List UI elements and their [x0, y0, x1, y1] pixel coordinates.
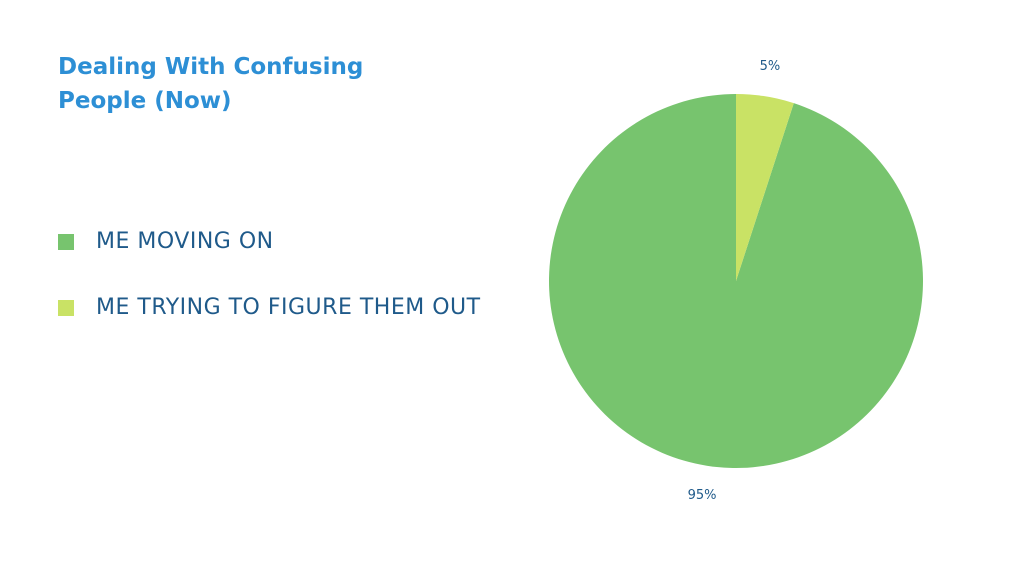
value-label: 95% — [688, 488, 717, 503]
legend-label: ME TRYING TO FIGURE THEM OUT — [96, 295, 481, 320]
value-label: 5% — [760, 59, 781, 74]
legend-label: ME MOVING ON — [96, 229, 274, 254]
legend-swatch — [58, 300, 74, 316]
chart-title: Dealing With Confusing People (Now) — [58, 54, 364, 114]
pie-slice — [736, 94, 794, 281]
legend-swatch — [58, 234, 74, 250]
